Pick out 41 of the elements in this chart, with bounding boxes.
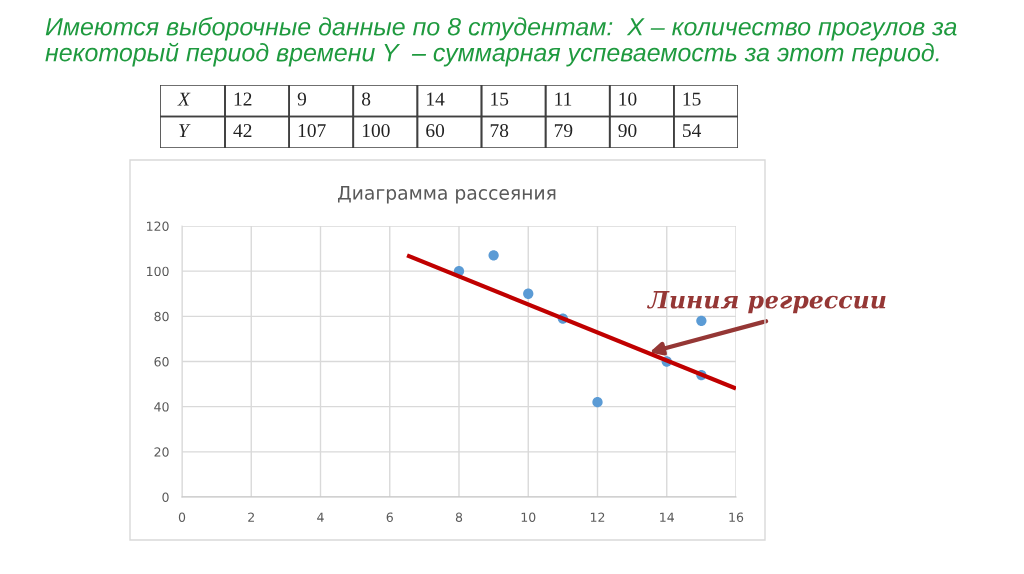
- annotation: Линия регрессии: [647, 291, 886, 314]
- text: 9: [297, 92, 307, 106]
- text: 60: [426, 124, 445, 138]
- point: [488, 250, 499, 261]
- text: 8: [361, 92, 371, 106]
- text: 14: [427, 92, 445, 106]
- category-label: Y: [179, 124, 191, 137]
- y-tick-label: 60: [154, 356, 169, 367]
- y-tick-label: 100: [147, 266, 169, 277]
- x-tick-label: 16: [729, 512, 744, 522]
- x-tick-label: 4: [317, 512, 324, 522]
- text: 107: [298, 124, 326, 138]
- y-tick-label: 120: [147, 221, 169, 231]
- text: 54: [683, 124, 702, 138]
- point: [592, 397, 603, 408]
- text: 10: [619, 92, 637, 106]
- point: [696, 315, 707, 326]
- text: 11: [555, 92, 572, 106]
- chart-title: Диаграмма рассеяния: [338, 185, 556, 204]
- y-tick-label: 20: [154, 447, 169, 457]
- category-label: X: [177, 92, 191, 106]
- text: 100: [362, 124, 390, 138]
- text: 79: [554, 124, 573, 138]
- x-tick-label: 14: [660, 512, 674, 522]
- x-tick-label: 8: [455, 512, 463, 522]
- x-tick-label: 10: [521, 512, 536, 522]
- y-tick-label: 0: [162, 492, 169, 502]
- x-tick-label: 2: [248, 512, 254, 522]
- text: 12: [234, 92, 252, 106]
- x-tick-label: 12: [590, 512, 605, 522]
- x-tick-label: 6: [386, 512, 393, 522]
- y-tick-label: 40: [154, 402, 169, 412]
- text: 15: [491, 92, 509, 106]
- point: [523, 288, 534, 299]
- text: 90: [618, 124, 637, 138]
- y-tick-label: 80: [154, 311, 169, 322]
- x-tick-label: 0: [178, 512, 186, 522]
- text: 15: [683, 92, 701, 106]
- text: Имеются выборочные данные по 8 студентам: X – количество прогулов за некоторый период времени Y – суммарная успеваемость за этот период.: [45, 17, 957, 67]
- text: 78: [490, 124, 509, 138]
- text: 42: [233, 124, 252, 137]
